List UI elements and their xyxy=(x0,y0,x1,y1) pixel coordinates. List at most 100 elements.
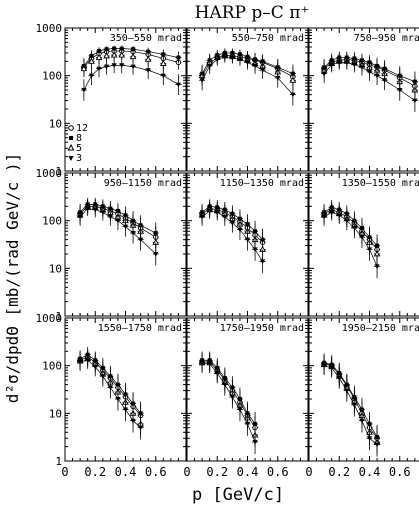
data-point-3 xyxy=(397,88,403,93)
data-point-3 xyxy=(344,388,350,394)
data-point-3 xyxy=(77,214,83,220)
data-point-3 xyxy=(222,214,228,220)
x-tick-label: 0.2 xyxy=(206,465,228,479)
y-tick-label: 10 xyxy=(49,407,62,420)
data-point-3 xyxy=(260,68,266,73)
data-point-3 xyxy=(77,359,83,365)
legend-label: 12 xyxy=(76,123,88,134)
data-point-3 xyxy=(115,218,121,224)
legend-marker-triangle-filled xyxy=(68,156,74,161)
data-point-3 xyxy=(207,361,213,367)
panel-9: 0 0.2 0.4 0.6 1950–2150 mrad xyxy=(305,317,419,479)
y-tick-label: 1 xyxy=(55,310,62,323)
data-point-5 xyxy=(118,51,126,58)
panel-2: 550–750 mrad xyxy=(186,27,309,172)
data-point-3 xyxy=(237,57,243,62)
panel-angle-label: 1150–1350 mrad xyxy=(220,178,304,189)
data-point-8 xyxy=(97,48,102,53)
series-line-3 xyxy=(324,365,378,445)
data-point-8 xyxy=(161,52,166,57)
panel-angle-label: 1950–2150 mrad xyxy=(342,323,419,334)
data-point-8 xyxy=(104,47,109,52)
data-point-3 xyxy=(207,208,213,214)
data-point-5 xyxy=(159,59,167,66)
series-line-12 xyxy=(79,205,156,238)
data-point-3 xyxy=(199,78,205,83)
data-point-3 xyxy=(275,75,281,81)
panel-frame xyxy=(186,27,309,172)
data-point-3 xyxy=(359,418,365,424)
panel-5: 1150–1350 mrad xyxy=(186,172,309,317)
data-point-3 xyxy=(85,358,91,363)
data-point-3 xyxy=(81,88,87,93)
data-point-3 xyxy=(122,224,129,230)
data-point-3 xyxy=(374,73,380,79)
series-line-8 xyxy=(79,203,156,234)
data-point-3 xyxy=(160,73,166,79)
data-point-3 xyxy=(382,78,388,83)
data-point-3 xyxy=(329,210,335,215)
panel-6: 1350–1550 mrad xyxy=(308,172,419,317)
data-point-3 xyxy=(366,436,373,441)
data-point-3 xyxy=(122,407,129,413)
panel-3: 750–950 mrad xyxy=(308,27,419,172)
data-point-3 xyxy=(229,220,235,226)
data-point-3 xyxy=(336,376,342,381)
data-point-3 xyxy=(107,385,113,390)
data-point-3 xyxy=(229,55,235,61)
y-axis-label: d²σ/dpdΘ [mb/(rad GeV/c )] xyxy=(3,153,22,403)
panel-angle-label: 950–1150 mrad xyxy=(104,178,182,189)
x-tick-label: 0.6 xyxy=(389,465,411,479)
data-point-3 xyxy=(229,395,235,400)
legend-item: 8 xyxy=(69,133,82,144)
data-point-3 xyxy=(344,60,350,65)
panel-4: 1 10 100 1000 950–1150 mrad xyxy=(36,167,187,323)
data-point-3 xyxy=(145,68,151,73)
x-tick-label: 0.2 xyxy=(84,465,106,479)
data-point-3 xyxy=(321,363,327,369)
series-line-8 xyxy=(83,48,179,67)
data-point-3 xyxy=(244,421,251,427)
data-point-3 xyxy=(359,65,365,70)
legend-item: 12 xyxy=(68,123,88,134)
data-point-8 xyxy=(146,49,151,54)
y-tick-label: 100 xyxy=(42,70,62,83)
data-point-3 xyxy=(374,442,380,448)
data-point-3 xyxy=(85,206,91,212)
x-tick-label: 0 xyxy=(61,465,68,479)
data-point-3 xyxy=(138,425,144,431)
y-tick-label: 1000 xyxy=(36,167,63,180)
data-point-3 xyxy=(351,226,357,231)
data-point-5 xyxy=(95,54,103,60)
panel-frame xyxy=(308,317,419,462)
y-tick-label: 100 xyxy=(42,215,62,228)
x-tick-label: 0.2 xyxy=(328,465,350,479)
data-point-3 xyxy=(336,60,342,65)
data-point-3 xyxy=(412,98,418,104)
data-point-8 xyxy=(112,46,117,51)
data-point-8 xyxy=(176,55,181,60)
data-point-3 xyxy=(336,213,342,218)
data-point-5 xyxy=(88,57,95,64)
data-point-3 xyxy=(374,264,380,269)
data-point-3 xyxy=(351,62,357,68)
data-point-3 xyxy=(130,231,136,236)
data-point-8 xyxy=(119,46,124,51)
data-point-3 xyxy=(222,54,228,60)
data-point-3 xyxy=(92,207,98,213)
data-point-3 xyxy=(138,237,144,243)
series-line-3 xyxy=(79,208,156,255)
data-point-5 xyxy=(110,51,118,58)
x-tick-label: 0 xyxy=(183,465,190,479)
data-point-3 xyxy=(359,235,365,240)
data-point-3 xyxy=(366,247,373,252)
data-point-3 xyxy=(222,382,228,388)
x-tick-label: 0.4 xyxy=(237,465,259,479)
x-tick-label: 0.6 xyxy=(145,465,167,479)
x-tick-label: 0.4 xyxy=(115,465,137,479)
data-point-3 xyxy=(207,63,213,69)
panel-frame xyxy=(308,172,419,317)
data-point-5 xyxy=(289,76,297,83)
